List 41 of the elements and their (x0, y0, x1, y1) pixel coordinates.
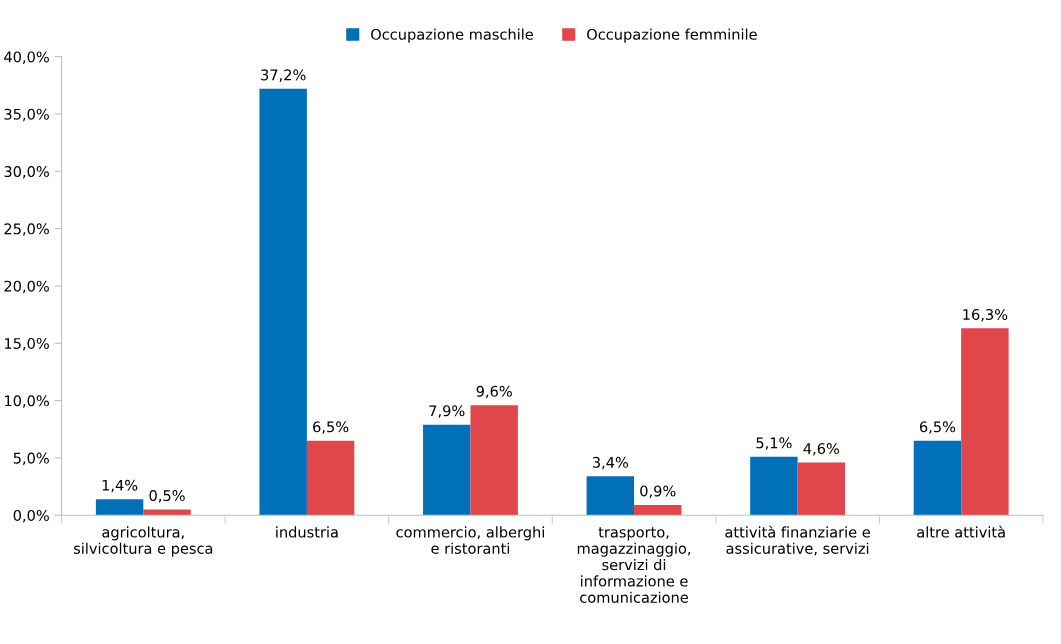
y-tick-label: 10,0% (5, 395, 49, 408)
bar (913, 440, 962, 516)
bar (750, 456, 798, 516)
x-tick-label: industria (276, 526, 338, 538)
bar (306, 440, 355, 516)
y-tick-label: 30,0% (4, 166, 49, 179)
x-tick-label: commercio, alberghi e ristoranti (396, 526, 544, 554)
data-label: 1,4% (102, 479, 138, 493)
y-tick-label: 25,0% (4, 223, 49, 236)
data-label: 6,5% (919, 421, 956, 434)
legend-label: Occupazione femminile (587, 28, 757, 43)
bar (797, 462, 846, 516)
y-tick-label: 40,0% (4, 51, 49, 64)
y-tick-label: 20,0% (4, 280, 49, 294)
legend-label: Occupazione maschile (371, 28, 533, 43)
data-label: 7,9% (429, 405, 465, 418)
bar (586, 476, 635, 516)
data-label: 37,2% (261, 69, 306, 82)
data-label: 0,9% (640, 485, 676, 498)
y-tick-label: 15,0% (5, 337, 49, 351)
bar (259, 88, 307, 516)
x-tick-label: attività finanziarie e assicurative, servizi (725, 525, 870, 556)
bar (95, 499, 144, 516)
bar (634, 504, 682, 516)
y-tick-label: 5,0% (13, 452, 49, 466)
x-tick-label: trasporto, magazzinaggio, servizi di informazione e comunicazione (577, 527, 691, 603)
y-tick-label: 35,0% (4, 108, 49, 122)
bar (423, 424, 471, 516)
x-tick-label: agricoltura, silvicoltura e pesca (73, 526, 213, 557)
bar (143, 509, 191, 516)
data-label: 0,5% (149, 490, 185, 503)
y-tick-label: 0,0% (13, 509, 49, 523)
x-tick-label: altre attività (917, 525, 1005, 538)
data-label: 9,6% (476, 385, 512, 399)
bar (470, 405, 518, 516)
data-label: 3,4% (592, 456, 629, 470)
data-label: 16,3% (963, 308, 1008, 322)
bar (961, 328, 1009, 516)
data-label: 6,5% (313, 421, 349, 434)
data-label: 5,1% (756, 437, 792, 450)
data-label: 4,6% (803, 443, 840, 456)
